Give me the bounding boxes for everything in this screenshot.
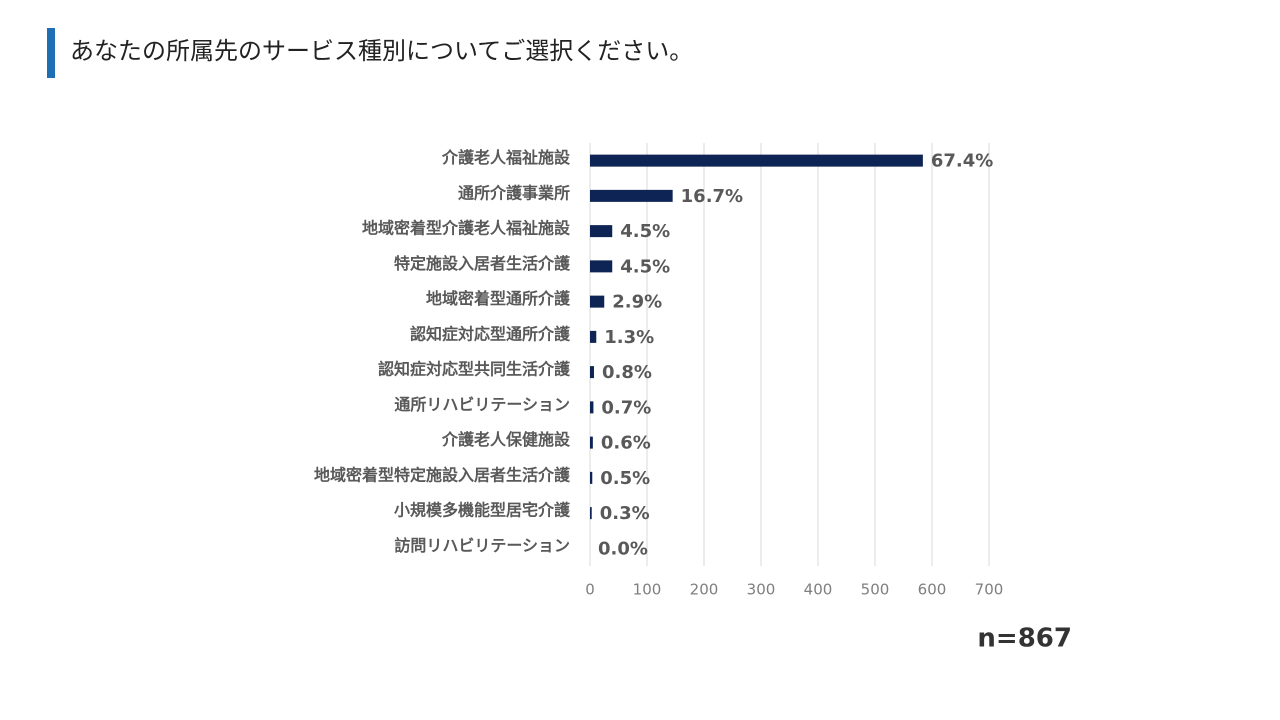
bar [590, 471, 593, 484]
value-label: 0.0% [598, 538, 648, 559]
y-tick-label: 認知症対応型通所介護 [410, 324, 571, 343]
x-tick-label: 600 [918, 581, 947, 599]
y-tick-label: 地域密着型介護老人福祉施設 [362, 219, 571, 238]
x-tick-label: 700 [975, 581, 1004, 599]
y-tick-label: 地域密着型特定施設入居者生活介護 [314, 465, 571, 484]
value-label: 16.7% [681, 186, 743, 207]
x-tick-label: 400 [804, 581, 833, 599]
bar [590, 507, 592, 520]
bar [590, 225, 613, 238]
x-tick-label: 200 [690, 581, 719, 599]
value-label: 4.5% [620, 221, 670, 242]
value-label: 2.9% [612, 292, 662, 313]
title-marker [47, 28, 55, 78]
chart-title: あなたの所属先のサービス種別についてご選択ください。 [70, 37, 693, 65]
bar [590, 366, 594, 379]
y-tick-label: 小規模多機能型居宅介護 [394, 501, 571, 520]
y-tick-label: 認知症対応型共同生活介護 [378, 360, 571, 379]
bar [590, 189, 673, 202]
bar [590, 401, 594, 414]
value-label: 67.4% [931, 151, 993, 172]
bar [590, 436, 593, 449]
bar [590, 154, 923, 167]
y-tick-label: 介護老人保健施設 [441, 430, 571, 449]
value-label: 0.6% [601, 433, 651, 454]
y-tick-label: 通所介護事業所 [458, 183, 570, 202]
value-label: 0.5% [600, 468, 650, 489]
y-tick-label: 通所リハビリテーション [394, 395, 570, 414]
value-label: 4.5% [620, 256, 670, 277]
y-tick-label: 特定施設入居者生活介護 [394, 254, 571, 273]
value-label: 0.7% [601, 397, 651, 418]
y-tick-label: 介護老人福祉施設 [441, 148, 571, 167]
sample-size: n=867 [977, 624, 1072, 654]
x-tick-label: 0 [585, 581, 595, 599]
x-tick-label: 500 [861, 581, 890, 599]
y-tick-label: 地域密着型通所介護 [426, 289, 571, 308]
x-tick-label: 300 [747, 581, 776, 599]
bar [590, 295, 605, 308]
bar [590, 260, 613, 273]
value-label: 0.8% [602, 362, 652, 383]
bar [590, 330, 597, 343]
value-label: 0.3% [600, 503, 650, 524]
value-label: 1.3% [604, 327, 654, 348]
y-tick-label: 訪問リハビリテーション [394, 536, 570, 555]
x-tick-label: 100 [633, 581, 662, 599]
